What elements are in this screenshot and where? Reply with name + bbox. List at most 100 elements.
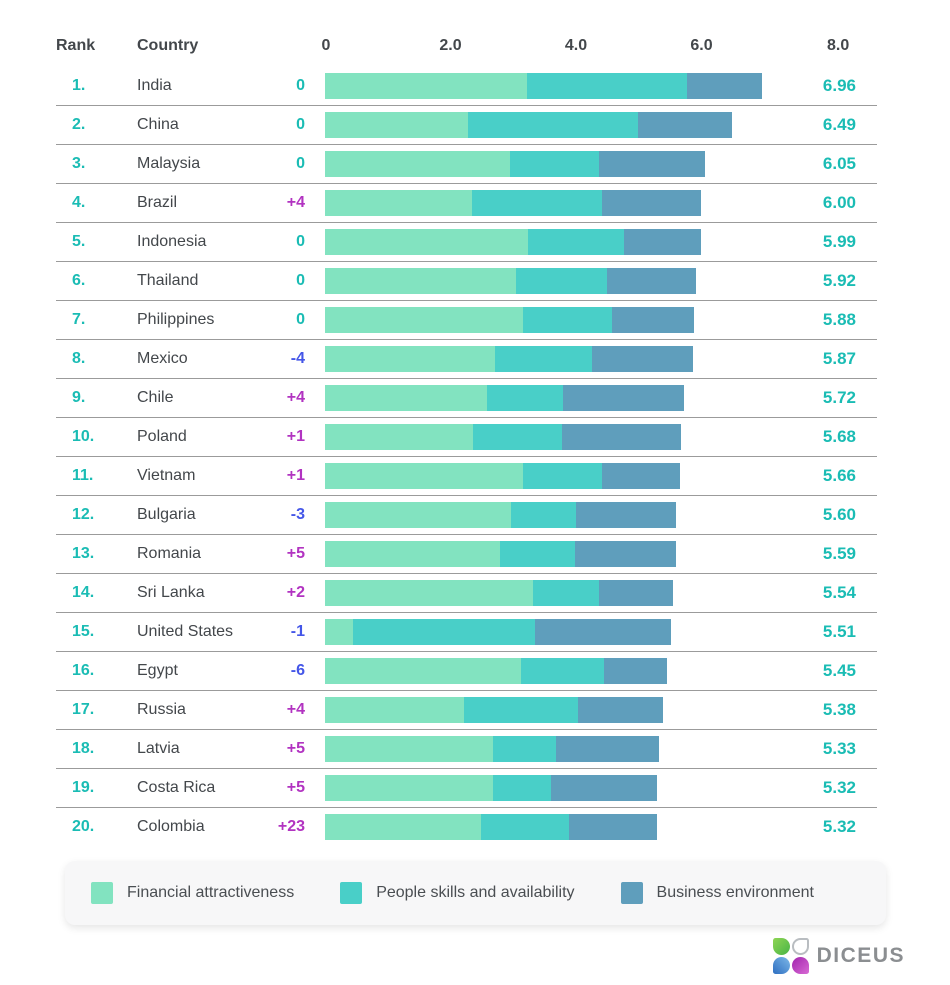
- x-axis: 0 2.0 4.0 6.0 8.0: [321, 26, 856, 66]
- bar-segment: [325, 580, 534, 606]
- bar-segment: [481, 814, 570, 840]
- stacked-bar: [325, 775, 827, 801]
- stacked-bar: [325, 385, 827, 411]
- table-row: 2. China 0 6.49: [56, 105, 877, 144]
- total-score: 5.92: [822, 271, 856, 290]
- axis-tick-label: 2.0: [439, 37, 462, 54]
- legend-item: Financial attractiveness: [91, 882, 294, 904]
- table-row: 12. Bulgaria -3 5.60: [56, 495, 877, 534]
- bar-segment: [624, 229, 701, 255]
- bar-segment: [325, 268, 517, 294]
- rank-change: 0: [296, 116, 305, 133]
- bar-segment: [575, 502, 677, 528]
- stacked-bar: [325, 190, 827, 216]
- bar-segment: [527, 229, 625, 255]
- rank-change: -4: [290, 350, 305, 367]
- total-score: 5.45: [822, 661, 856, 680]
- legend-label: Financial attractiveness: [127, 884, 295, 901]
- rank-number: 9.: [72, 389, 86, 406]
- bar-cell: 5.45: [325, 652, 856, 690]
- bar-segment: [325, 229, 528, 255]
- stacked-bar: [325, 541, 827, 567]
- bar-segment: [486, 385, 563, 411]
- rank-number: 12.: [72, 506, 95, 523]
- table-row: 4. Brazil +4 6.00: [56, 183, 877, 222]
- legend-swatch: [620, 882, 643, 904]
- bar-segment: [612, 307, 694, 333]
- bar-segment: [325, 775, 493, 801]
- country-name: Latvia: [137, 740, 180, 757]
- rank-change: 0: [296, 76, 305, 94]
- clover-logo-icon: [772, 938, 809, 974]
- bar-segment: [638, 112, 733, 138]
- bar-segment: [325, 190, 472, 216]
- bar-segment: [325, 736, 493, 762]
- total-score: 5.68: [822, 427, 856, 446]
- rank-change: +4: [286, 701, 305, 718]
- rank-number: 13.: [72, 545, 95, 562]
- total-score: 5.99: [822, 232, 856, 251]
- bar-cell: 5.68: [325, 418, 856, 456]
- bar-cell: 5.72: [325, 379, 856, 417]
- bar-segment: [599, 580, 673, 606]
- country-name: Romania: [137, 545, 202, 562]
- rank-column-header: Rank: [56, 37, 96, 54]
- bar-segment: [325, 112, 469, 138]
- rank-number: 11.: [72, 467, 94, 484]
- bar-segment: [325, 502, 511, 528]
- bar-segment: [575, 541, 676, 567]
- table-row: 15. United States -1 5.51: [56, 612, 877, 651]
- stacked-bar: [325, 697, 827, 723]
- stacked-bar: [325, 346, 827, 372]
- total-score: 5.51: [822, 622, 856, 641]
- bar-cell: 6.05: [325, 145, 856, 183]
- table-row: 13. Romania +5 5.59: [56, 534, 877, 573]
- rank-number: 16.: [72, 662, 95, 679]
- bar-cell: 5.59: [325, 535, 856, 573]
- stacked-bar: [325, 112, 827, 138]
- bar-segment: [325, 541, 501, 567]
- bar-segment: [495, 346, 592, 372]
- legend-item: People skills and availability: [340, 882, 575, 904]
- stacked-bar: [325, 814, 827, 840]
- bar-segment: [325, 658, 522, 684]
- total-score: 5.33: [822, 739, 856, 758]
- rank-change: 0: [296, 311, 305, 328]
- bar-segment: [325, 346, 496, 372]
- total-score: 6.05: [822, 154, 856, 173]
- bar-segment: [325, 697, 464, 723]
- bar-cell: 5.66: [325, 457, 856, 495]
- country-name: Sri Lanka: [137, 584, 205, 601]
- bar-cell: 5.32: [325, 808, 856, 846]
- stacked-bar: [325, 502, 827, 528]
- country-name: United States: [137, 623, 234, 640]
- rank-number: 19.: [72, 779, 95, 796]
- bar-segment: [522, 463, 603, 489]
- stacked-bar: [325, 268, 827, 294]
- bar-cell: 5.54: [325, 574, 856, 612]
- rank-number: 8.: [72, 350, 86, 367]
- rank-change: +1: [286, 428, 305, 445]
- bar-segment: [569, 814, 657, 840]
- bar-cell: 5.87: [325, 340, 856, 378]
- table-row: 11. Vietnam +1 5.66: [56, 456, 877, 495]
- legend-item: Business environment: [620, 882, 814, 904]
- bar-cell: 6.96: [325, 66, 856, 105]
- bar-cell: 5.92: [325, 262, 856, 300]
- bar-segment: [562, 424, 682, 450]
- clover-petal-magenta: [791, 957, 809, 974]
- country-column-header: Country: [137, 37, 199, 54]
- rank-change: +23: [277, 818, 305, 835]
- table-row: 14. Sri Lanka +2 5.54: [56, 573, 877, 612]
- bar-cell: 5.99: [325, 223, 856, 261]
- legend-label: Business environment: [656, 884, 814, 901]
- stacked-bar: [325, 463, 827, 489]
- country-name: Indonesia: [137, 233, 207, 250]
- total-score: 5.87: [822, 349, 856, 368]
- bar-segment: [353, 619, 536, 645]
- rank-number: 7.: [72, 311, 86, 328]
- bar-segment: [535, 619, 671, 645]
- bar-segment: [325, 814, 482, 840]
- table-header-row: Rank Country 0 2.0 4.0 6.0 8.0: [56, 26, 877, 66]
- total-score: 5.32: [822, 778, 856, 797]
